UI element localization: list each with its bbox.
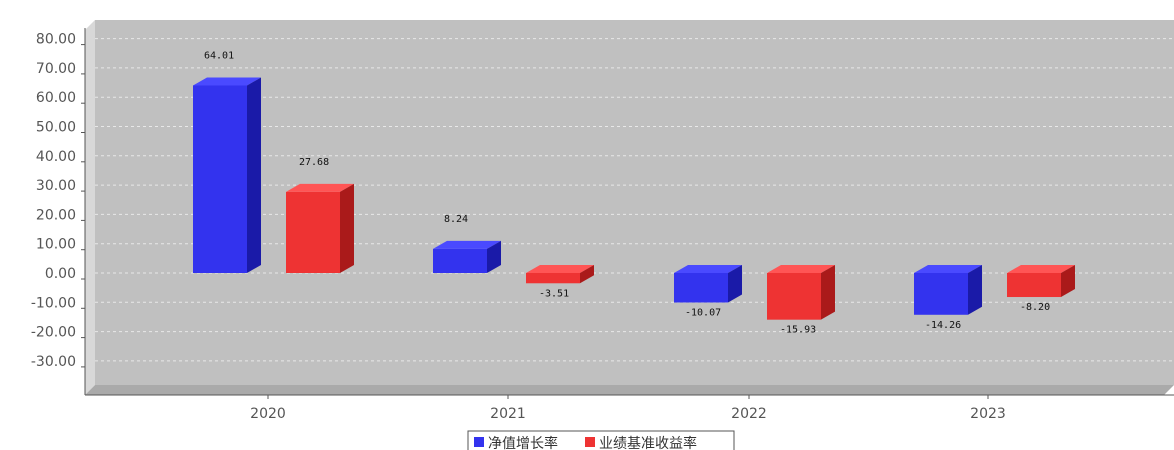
y-tick-label: 40.00 (36, 149, 76, 165)
data-label: 64.01 (204, 50, 234, 61)
y-tick-label: 0.00 (45, 266, 76, 282)
bar-front (433, 248, 487, 273)
x-category-label: 2021 (490, 406, 526, 422)
plot-left-wall (85, 20, 95, 395)
bar-top (433, 240, 501, 249)
data-label: 8.24 (444, 214, 468, 225)
bar-benchmark-2020 (286, 183, 354, 273)
data-labels: 64.01 8.24 -10.07 -14.26 27.68 -3.51 -15.93 -8.… (204, 50, 1050, 335)
bar-net-value-2020 (193, 77, 261, 273)
y-tick-label: 20.00 (36, 207, 76, 223)
bar-side (247, 77, 261, 273)
bar-top (767, 265, 835, 273)
y-tick-label: -10.00 (31, 295, 76, 311)
legend-label-benchmark: 业绩基准收益率 (599, 435, 697, 450)
bar-top (193, 77, 261, 86)
bar-top (914, 265, 982, 273)
legend-box (467, 430, 735, 450)
bar-front (526, 273, 580, 284)
bar-top (674, 265, 742, 273)
x-category-label: 2020 (250, 406, 286, 422)
bar-front (914, 273, 968, 315)
x-category-label: 2022 (731, 406, 767, 422)
bar-net-value-2023 (914, 265, 982, 315)
bar-top (286, 183, 354, 192)
bar-side (1061, 265, 1075, 298)
bar-front (286, 191, 340, 273)
plot-background (95, 20, 1174, 385)
legend-label-net-value: 净值增长率 (488, 435, 558, 450)
y-tick-label: 70.00 (36, 61, 76, 77)
data-label: 27.68 (299, 157, 329, 168)
plot-area (85, 20, 1174, 395)
bar-benchmark-2023 (1007, 265, 1075, 298)
bar-side (580, 265, 594, 284)
plot-floor (85, 385, 1174, 395)
bar-benchmark-2022 (767, 265, 835, 320)
data-label: -14.26 (925, 320, 961, 331)
bar-side (728, 265, 742, 303)
y-tick-label: 30.00 (36, 178, 76, 194)
axes (84, 28, 1174, 396)
y-tick-label: 80.00 (36, 32, 76, 48)
bars (193, 77, 1075, 320)
x-axis-categories: 2020 2021 2022 2023 (250, 395, 1006, 422)
bar-side (821, 265, 835, 320)
bar-net-value-2021 (433, 240, 501, 273)
bar-side (340, 183, 354, 273)
bar-top (1007, 265, 1075, 273)
bar-front (674, 273, 728, 303)
y-tick-label: 10.00 (36, 237, 76, 253)
y-tick-label: 50.00 (36, 120, 76, 136)
bar-net-value-2022 (674, 265, 742, 303)
data-label: -3.51 (539, 288, 569, 299)
data-label: -10.07 (685, 308, 721, 319)
legend-swatch-benchmark (585, 437, 595, 447)
bar-front (767, 273, 821, 320)
y-axis-ticks: 80.00 70.00 60.00 50.00 40.00 30.00 20.00 10.00… (31, 32, 85, 370)
bar-benchmark-2021 (526, 265, 594, 284)
y-tick-label: -30.00 (31, 354, 76, 370)
bar-front (193, 85, 247, 273)
bar-side (968, 265, 982, 315)
data-label: -8.20 (1020, 302, 1050, 313)
data-label: -15.93 (780, 325, 816, 336)
x-category-label: 2023 (970, 406, 1006, 422)
legend: 净值增长率 业绩基准收益率 (467, 430, 735, 450)
y-tick-label: -20.00 (31, 325, 76, 341)
bar-side (487, 240, 501, 273)
bar-front (1007, 273, 1061, 298)
bar-top (526, 265, 594, 273)
legend-swatch-net-value (474, 437, 484, 447)
y-tick-label: 60.00 (36, 90, 76, 106)
